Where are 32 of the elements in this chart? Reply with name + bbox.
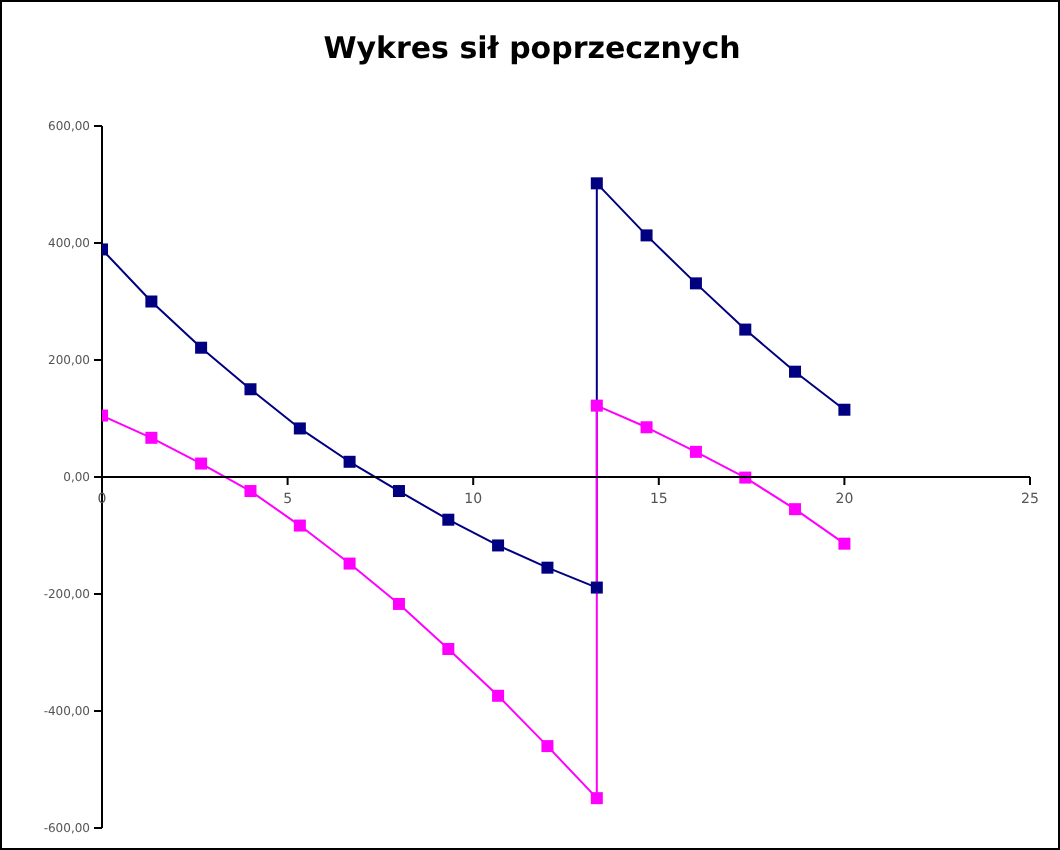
point	[293, 422, 306, 435]
point	[293, 519, 306, 532]
point	[590, 792, 603, 805]
point	[838, 403, 851, 416]
point	[640, 421, 653, 434]
point	[145, 431, 158, 444]
point	[640, 229, 653, 242]
point	[541, 561, 554, 574]
point	[590, 581, 603, 594]
point	[789, 503, 802, 516]
point	[739, 323, 752, 336]
point	[689, 445, 702, 458]
point	[195, 457, 208, 470]
point	[541, 740, 554, 753]
point	[392, 485, 405, 498]
point	[343, 557, 356, 570]
point	[392, 597, 405, 610]
chart-title: Wykres sił poprzecznych	[321, 30, 743, 66]
point	[590, 399, 603, 412]
point	[244, 383, 257, 396]
point	[442, 642, 455, 655]
point	[195, 341, 208, 354]
point	[492, 539, 505, 552]
point	[590, 177, 603, 190]
point	[838, 537, 851, 550]
point	[789, 365, 802, 378]
point	[492, 689, 505, 702]
point	[343, 455, 356, 468]
point	[145, 295, 158, 308]
point	[442, 513, 455, 526]
point	[244, 485, 257, 498]
point	[689, 277, 702, 290]
